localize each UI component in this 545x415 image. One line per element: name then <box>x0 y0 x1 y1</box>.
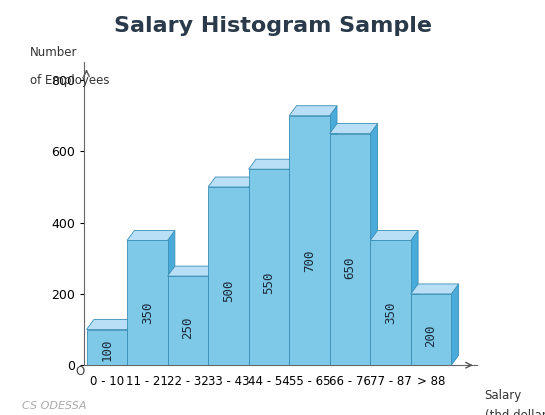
Text: of Employees: of Employees <box>29 74 109 88</box>
Text: Number: Number <box>29 46 77 59</box>
Text: (thd dollars): (thd dollars) <box>485 409 545 415</box>
Polygon shape <box>411 284 459 294</box>
Polygon shape <box>87 320 134 330</box>
Text: 500: 500 <box>222 279 235 302</box>
Text: 650: 650 <box>343 256 356 279</box>
Polygon shape <box>330 106 337 365</box>
Polygon shape <box>249 159 296 169</box>
Polygon shape <box>167 230 175 365</box>
Polygon shape <box>249 169 289 365</box>
Polygon shape <box>127 230 175 240</box>
Polygon shape <box>208 187 249 365</box>
Polygon shape <box>370 240 411 365</box>
Text: 100: 100 <box>100 339 113 361</box>
Text: 550: 550 <box>263 272 275 294</box>
Text: Salary: Salary <box>485 389 522 403</box>
Text: CS ODESSA: CS ODESSA <box>22 401 86 411</box>
Polygon shape <box>249 177 256 365</box>
Polygon shape <box>370 124 378 365</box>
Polygon shape <box>289 106 337 116</box>
Text: 350: 350 <box>141 302 154 324</box>
Polygon shape <box>370 230 418 240</box>
Polygon shape <box>289 116 330 365</box>
Text: 250: 250 <box>181 317 195 339</box>
Polygon shape <box>208 266 215 365</box>
Polygon shape <box>411 294 451 365</box>
Polygon shape <box>411 230 418 365</box>
Text: 700: 700 <box>303 249 316 272</box>
Polygon shape <box>167 276 208 365</box>
Polygon shape <box>289 159 296 365</box>
Text: 200: 200 <box>425 324 438 347</box>
Text: 350: 350 <box>384 302 397 324</box>
Polygon shape <box>208 177 256 187</box>
Polygon shape <box>330 134 370 365</box>
Polygon shape <box>127 320 134 365</box>
Polygon shape <box>127 240 167 365</box>
Polygon shape <box>87 330 127 365</box>
Polygon shape <box>451 284 459 365</box>
Text: O: O <box>76 365 85 378</box>
Polygon shape <box>167 266 215 276</box>
Polygon shape <box>330 124 378 134</box>
Text: Salary Histogram Sample: Salary Histogram Sample <box>113 16 432 36</box>
